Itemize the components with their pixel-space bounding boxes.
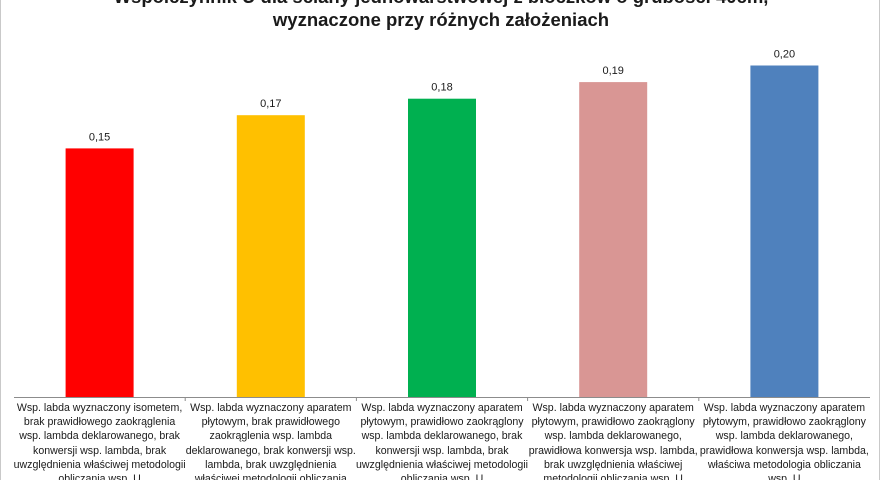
category-label-2: Wsp. labda wyznaczony aparatem płytowym,… [185, 402, 356, 480]
bar-5 [750, 65, 819, 397]
data-label-4: 0,19 [602, 65, 623, 77]
chart-title-line-1: Współczynnik U dla ściany jednowarstwowe… [1, 0, 879, 8]
bar-3 [408, 98, 476, 397]
data-label-1: 0,15 [89, 131, 110, 143]
chart-title-line-2: wyznaczone przy różnych założeniach [272, 9, 610, 30]
category-label-1: Wsp. labda wyznaczony isometem, brak pra… [13, 402, 186, 480]
data-label-2: 0,17 [260, 98, 281, 110]
bar-4 [579, 82, 648, 397]
category-label-3: Wsp. labda wyznaczony aparatem płytowym,… [356, 402, 528, 480]
bar-2 [236, 115, 305, 397]
data-label-3: 0,18 [431, 82, 452, 94]
category-label-4: Wsp. labda wyznaczony aparatem płytowym,… [528, 402, 698, 480]
data-label-5: 0,20 [774, 49, 795, 61]
bar-1 [65, 148, 134, 397]
category-label-5: Wsp. labda wyznaczony aparatem płytowym,… [699, 402, 869, 480]
